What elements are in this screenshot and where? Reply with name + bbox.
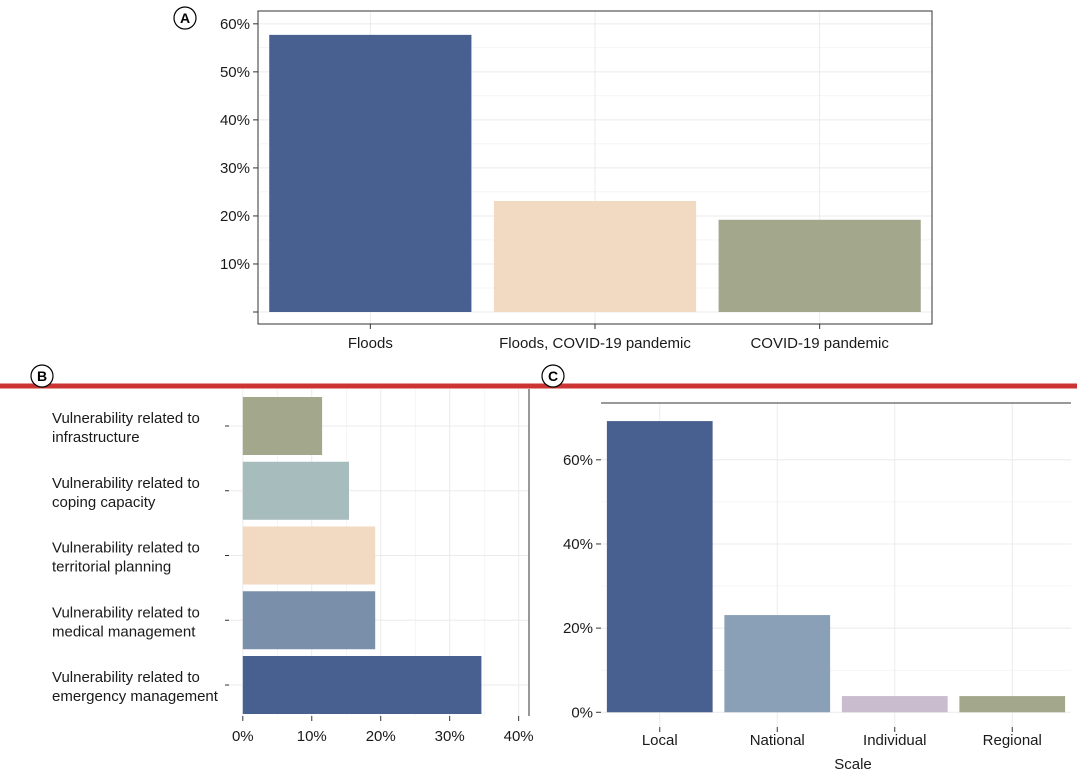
panel-b-bars xyxy=(242,397,482,714)
y-tick-label: 60% xyxy=(563,452,593,469)
panel-c-x-axis-title: Scale xyxy=(834,756,872,773)
x-tick-label: 40% xyxy=(504,728,534,745)
bar xyxy=(841,696,948,713)
y-tick-label: Vulnerability related to xyxy=(52,475,200,492)
y-tick-label: emergency management xyxy=(52,688,219,705)
bar xyxy=(242,656,482,714)
bar xyxy=(242,461,349,520)
y-tick-label: 10% xyxy=(220,256,250,273)
x-tick-label: Floods, COVID-19 pandemic xyxy=(499,335,691,352)
bar xyxy=(959,696,1066,713)
panel-b-letter: B xyxy=(37,368,47,384)
panel-b-y-axis: Vulnerability related to infrastructure Vu… xyxy=(52,410,229,705)
y-tick-label: 40% xyxy=(220,112,250,129)
panel-b-badge xyxy=(30,364,54,388)
x-tick-label: 0% xyxy=(232,728,254,745)
x-tick-label: Local xyxy=(642,732,678,749)
x-tick-label: National xyxy=(750,732,805,749)
x-tick-label: 20% xyxy=(366,728,396,745)
x-tick-label: 10% xyxy=(297,728,327,745)
x-tick-label: Floods xyxy=(348,335,393,352)
y-tick-label: 50% xyxy=(220,64,250,81)
y-tick-label: coping capacity xyxy=(52,494,156,511)
panel-b-x-axis: 0% 10% 20% 30% 40% xyxy=(232,716,534,745)
bar xyxy=(606,421,713,713)
panel-c-y-axis: 0% 20% 40% 60% xyxy=(563,452,601,721)
bar xyxy=(242,397,323,455)
panel-a-bars xyxy=(269,34,921,312)
panel-a-badge xyxy=(173,6,197,30)
panel-c: C 0% 20% 40% 60% Local National Individual Reg… xyxy=(541,364,1071,773)
y-tick-label: Vulnerability related to xyxy=(52,669,200,686)
bar xyxy=(242,526,376,585)
panel-c-bars xyxy=(606,421,1066,713)
x-tick-label: COVID-19 pandemic xyxy=(750,335,889,352)
bar xyxy=(269,34,472,312)
x-tick-label: 30% xyxy=(435,728,465,745)
panel-c-badge xyxy=(541,364,565,388)
y-tick-label: Vulnerability related to xyxy=(52,410,200,427)
panel-a-letter: A xyxy=(180,10,190,26)
y-tick-label: 20% xyxy=(563,620,593,637)
bar xyxy=(718,219,921,312)
y-tick-label: 0% xyxy=(571,704,593,721)
x-tick-label: Individual xyxy=(863,732,926,749)
bar xyxy=(724,615,831,713)
panel-a-y-axis: 10% 20% 30% 40% 50% 60% xyxy=(220,16,258,313)
bar xyxy=(242,591,376,650)
y-tick-label: infrastructure xyxy=(52,429,140,446)
y-tick-label: Vulnerability related to xyxy=(52,540,200,557)
y-tick-label: 60% xyxy=(220,16,250,33)
x-tick-label: Regional xyxy=(983,732,1042,749)
panel-c-x-axis: Local National Individual Regional xyxy=(642,727,1042,749)
panel-c-letter: C xyxy=(548,368,558,384)
y-tick-label: Vulnerability related to xyxy=(52,604,200,621)
y-tick-label: 40% xyxy=(563,536,593,553)
y-tick-label: 30% xyxy=(220,160,250,177)
y-tick-label: medical management xyxy=(52,623,196,640)
y-tick-label: 20% xyxy=(220,208,250,225)
y-tick-label: territorial planning xyxy=(52,559,171,576)
panel-a: A 10% 20% 30% 40% 50% 60% Floods Floods, COVID… xyxy=(173,6,933,352)
panel-a-x-axis: Floods Floods, COVID-19 pandemic COVID-19 … xyxy=(348,324,889,352)
panel-b: B Vulnerability related to infrastructure… xyxy=(30,364,534,745)
bar xyxy=(493,201,697,312)
